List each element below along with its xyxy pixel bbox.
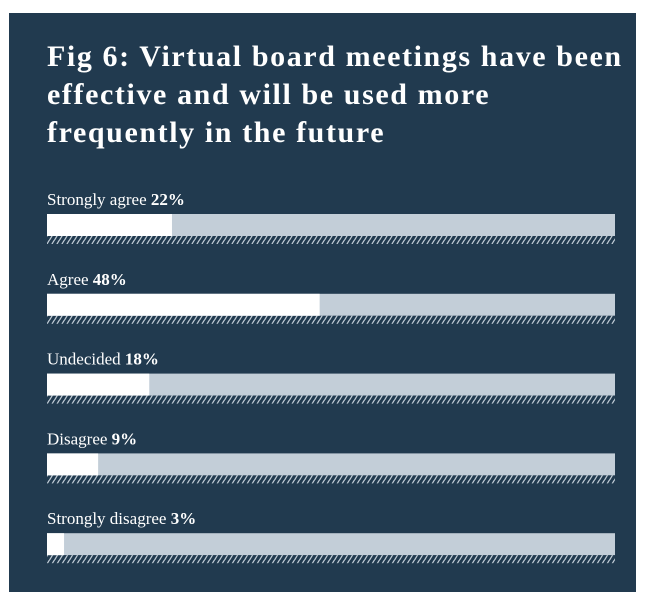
bar-label: Agree 48% <box>47 270 127 289</box>
bar-hatch <box>47 555 615 564</box>
bar-track <box>47 533 615 556</box>
bar-hatch <box>47 395 615 404</box>
category-label: Agree <box>47 270 89 289</box>
bar-hatch <box>47 315 615 324</box>
bar <box>47 453 99 476</box>
value-label: 3% <box>171 509 197 528</box>
value-label: 22% <box>151 190 185 209</box>
bar <box>47 373 150 396</box>
bar <box>47 214 172 236</box>
bar-hatch <box>47 475 615 484</box>
bar-track <box>47 214 615 236</box>
bar-hatch <box>47 236 615 244</box>
value-label: 9% <box>112 429 138 448</box>
chart-title: Fig 6: Virtual board meetings have been … <box>47 40 623 149</box>
bar-label: Strongly agree 22% <box>47 190 185 209</box>
category-label: Strongly disagree <box>47 509 166 528</box>
category-label: Undecided <box>47 350 121 369</box>
value-label: 48% <box>93 270 127 289</box>
bar-label: Strongly disagree 3% <box>47 509 196 528</box>
bar-label: Disagree 9% <box>47 429 137 448</box>
bar-label: Undecided 18% <box>47 350 159 369</box>
bar <box>47 533 65 556</box>
value-label: 18% <box>125 350 159 369</box>
bar <box>47 293 320 316</box>
bar-track <box>47 373 615 396</box>
category-label: Strongly agree <box>47 190 147 209</box>
category-label: Disagree <box>47 429 107 448</box>
bar-track <box>47 453 615 476</box>
